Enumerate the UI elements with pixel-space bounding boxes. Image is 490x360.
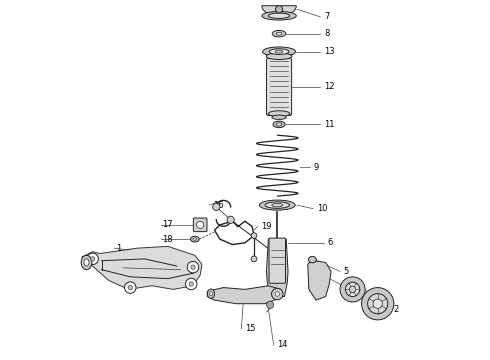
Ellipse shape	[272, 115, 286, 120]
Text: 2: 2	[394, 305, 399, 314]
Ellipse shape	[276, 123, 282, 126]
Text: 13: 13	[324, 47, 335, 56]
Ellipse shape	[269, 111, 290, 117]
Polygon shape	[207, 286, 281, 304]
Ellipse shape	[309, 256, 317, 263]
Circle shape	[227, 216, 234, 224]
Circle shape	[196, 221, 204, 228]
Circle shape	[349, 286, 356, 293]
Circle shape	[275, 6, 283, 13]
Circle shape	[373, 299, 382, 309]
Circle shape	[345, 282, 360, 297]
Circle shape	[128, 285, 132, 290]
Ellipse shape	[269, 49, 289, 54]
Text: 3: 3	[372, 292, 378, 301]
Polygon shape	[82, 246, 202, 289]
Ellipse shape	[193, 238, 196, 240]
Ellipse shape	[265, 202, 290, 208]
Circle shape	[124, 282, 136, 293]
Ellipse shape	[272, 31, 286, 37]
Circle shape	[267, 301, 274, 309]
Text: 18: 18	[163, 235, 173, 244]
Ellipse shape	[207, 289, 215, 298]
Text: 10: 10	[317, 204, 327, 213]
Ellipse shape	[209, 292, 213, 296]
Ellipse shape	[84, 259, 89, 266]
Text: 1: 1	[116, 244, 121, 253]
Circle shape	[91, 257, 95, 261]
Ellipse shape	[263, 47, 295, 56]
Ellipse shape	[259, 200, 295, 210]
Polygon shape	[308, 261, 331, 300]
Circle shape	[340, 277, 365, 302]
Ellipse shape	[273, 121, 285, 128]
Circle shape	[191, 265, 195, 269]
Ellipse shape	[276, 32, 282, 35]
FancyBboxPatch shape	[269, 238, 286, 283]
Polygon shape	[262, 6, 296, 16]
Ellipse shape	[191, 236, 199, 242]
Ellipse shape	[81, 255, 92, 270]
Circle shape	[251, 256, 257, 262]
Circle shape	[189, 282, 194, 286]
Circle shape	[251, 233, 257, 238]
Text: 7: 7	[324, 12, 329, 21]
Circle shape	[187, 261, 199, 273]
Text: 14: 14	[277, 341, 288, 350]
Polygon shape	[267, 239, 288, 297]
FancyBboxPatch shape	[194, 218, 207, 231]
Text: 15: 15	[245, 324, 255, 333]
Text: 5: 5	[343, 267, 349, 276]
Circle shape	[275, 292, 279, 296]
Circle shape	[186, 278, 197, 290]
Text: 4: 4	[351, 283, 356, 292]
Text: 9: 9	[313, 163, 318, 172]
Text: 6: 6	[327, 238, 333, 247]
Circle shape	[362, 288, 394, 320]
Text: 17: 17	[163, 220, 173, 229]
Circle shape	[87, 253, 98, 265]
Text: 8: 8	[324, 29, 329, 38]
Circle shape	[271, 288, 283, 300]
Ellipse shape	[272, 203, 283, 207]
FancyBboxPatch shape	[267, 58, 292, 116]
Ellipse shape	[266, 53, 292, 59]
Circle shape	[213, 203, 220, 211]
Text: 19: 19	[261, 222, 271, 231]
Ellipse shape	[269, 13, 290, 18]
Ellipse shape	[262, 12, 296, 20]
Ellipse shape	[275, 50, 283, 53]
Text: 12: 12	[324, 82, 334, 91]
Circle shape	[368, 294, 388, 314]
Text: 11: 11	[324, 120, 334, 129]
Text: 16: 16	[213, 201, 223, 210]
